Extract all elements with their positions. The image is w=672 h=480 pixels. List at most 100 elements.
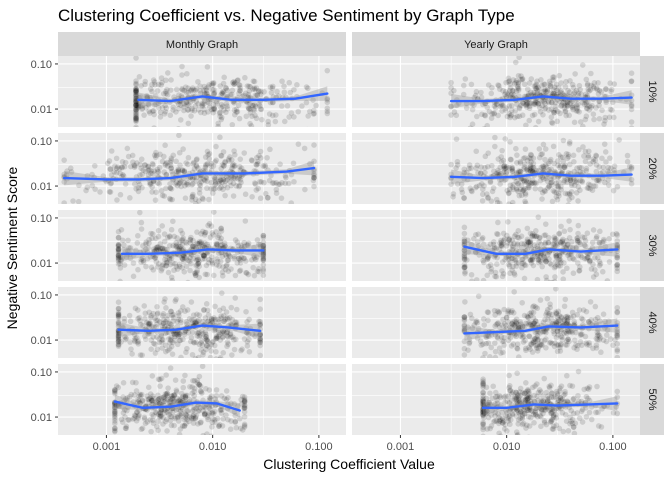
data-point	[175, 105, 182, 112]
data-point	[467, 311, 474, 318]
data-point	[461, 252, 468, 258]
data-point	[213, 180, 219, 187]
data-point	[216, 307, 223, 314]
data-point	[537, 177, 544, 184]
data-point	[160, 398, 167, 405]
data-point	[251, 272, 258, 279]
data-point	[502, 89, 509, 95]
smooth-line	[449, 172, 633, 180]
data-point	[196, 186, 203, 192]
data-point	[167, 185, 174, 191]
data-point	[563, 438, 569, 444]
data-point	[116, 166, 123, 172]
data-point	[473, 165, 480, 171]
data-point	[150, 162, 156, 168]
data-point	[219, 162, 226, 168]
data-point	[162, 319, 169, 325]
data-point	[182, 393, 189, 400]
data-point	[519, 414, 525, 420]
data-point	[134, 126, 138, 127]
data-point	[257, 331, 263, 338]
data-point	[557, 348, 564, 354]
data-point	[538, 408, 545, 414]
data-point	[554, 328, 561, 334]
data-point	[544, 393, 551, 399]
data-point	[203, 331, 209, 338]
data-point	[206, 256, 212, 263]
data-point	[225, 257, 232, 263]
data-point	[119, 237, 126, 244]
data-point	[528, 341, 535, 348]
data-point	[628, 180, 635, 187]
data-point	[121, 163, 128, 170]
data-point	[183, 318, 190, 325]
data-point	[188, 260, 194, 267]
data-point	[459, 189, 466, 196]
data-point	[199, 318, 206, 325]
data-point	[219, 90, 225, 96]
data-point	[563, 321, 570, 327]
data-point	[487, 425, 494, 432]
data-point	[555, 162, 561, 169]
data-point	[514, 113, 521, 120]
data-point	[198, 340, 205, 346]
data-point	[180, 384, 187, 391]
data-point	[527, 257, 534, 264]
data-point	[220, 177, 227, 183]
data-point	[142, 162, 148, 168]
data-point	[137, 391, 143, 398]
data-point	[311, 174, 317, 181]
data-point	[551, 109, 557, 116]
data-point	[251, 101, 258, 108]
data-point	[538, 406, 545, 412]
data-point	[192, 415, 199, 422]
data-point	[223, 309, 230, 315]
data-point	[192, 243, 198, 250]
data-point	[557, 257, 564, 264]
data-point	[611, 114, 617, 121]
data-point	[567, 382, 573, 389]
data-point	[246, 105, 252, 112]
data-point	[540, 328, 546, 335]
data-point	[194, 311, 200, 318]
data-point	[549, 198, 556, 204]
data-point	[136, 393, 142, 399]
data-point	[542, 101, 548, 107]
data-point	[593, 162, 600, 168]
data-point	[578, 408, 585, 415]
data-point	[526, 423, 533, 429]
data-point	[538, 77, 544, 83]
data-point	[232, 173, 238, 179]
data-point	[112, 390, 118, 397]
data-point	[611, 81, 618, 87]
data-point	[534, 337, 541, 343]
data-point	[525, 386, 531, 393]
data-point	[170, 171, 176, 177]
data-point	[505, 337, 512, 344]
data-point	[145, 331, 151, 337]
data-point	[522, 102, 529, 108]
y-tick-label: 0.01	[31, 335, 52, 347]
data-point	[552, 259, 559, 265]
data-point	[535, 100, 542, 107]
data-point	[480, 241, 487, 248]
data-point	[577, 119, 584, 125]
data-point	[210, 232, 217, 238]
data-point	[201, 176, 207, 183]
data-point	[542, 81, 548, 88]
data-point	[505, 318, 511, 325]
data-point	[324, 96, 331, 103]
data-point	[503, 315, 510, 321]
data-point	[161, 231, 168, 237]
data-point	[197, 109, 204, 116]
data-point	[542, 316, 548, 323]
data-point	[583, 340, 590, 346]
data-point	[226, 174, 232, 181]
data-point	[522, 397, 529, 404]
data-point	[147, 86, 154, 92]
data-point	[482, 169, 488, 176]
data-point	[218, 226, 224, 232]
data-point	[547, 83, 554, 90]
data-point	[237, 415, 243, 422]
